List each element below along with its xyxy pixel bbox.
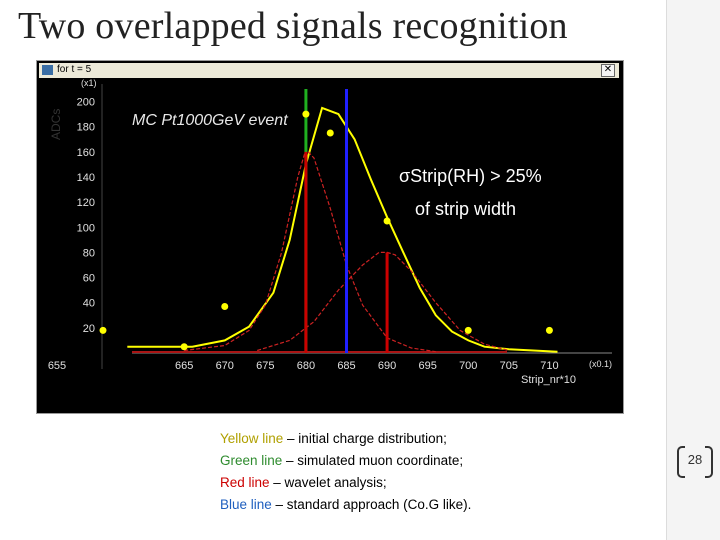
y-tick-label: 20 — [83, 323, 95, 335]
right-side-bar — [666, 0, 720, 540]
page-number-text: 28 — [687, 452, 703, 467]
data-marker — [302, 110, 310, 118]
y-tick-label: 60 — [83, 273, 95, 285]
data-marker — [180, 343, 188, 351]
legend-item-red: Red line – wavelet analysis; — [220, 472, 471, 494]
data-marker — [221, 302, 229, 310]
data-marker — [326, 129, 334, 137]
legend-label-red: Red line — [220, 475, 270, 490]
series-red-dashed-curve — [184, 148, 436, 353]
y-multiplier-label: (x1) — [81, 79, 97, 88]
y-tick-label: 100 — [77, 222, 95, 234]
x-tick-label: 710 — [540, 360, 558, 372]
x-tick-label: 670 — [216, 360, 234, 372]
x-multiplier-label: (x0.1) — [589, 359, 612, 369]
legend-item-green: Green line – simulated muon coordinate; — [220, 450, 471, 472]
window-app-icon — [42, 65, 53, 75]
x-tick-label: 690 — [378, 360, 396, 372]
close-button[interactable]: ✕ — [601, 64, 615, 77]
x-tick-label: 705 — [500, 360, 518, 372]
data-marker — [99, 326, 107, 334]
slide-title: Two overlapped signals recognition — [18, 5, 568, 47]
legend-desc-red: – wavelet analysis; — [269, 475, 387, 490]
annotation-sigma: σStrip(RH) > 25% — [399, 166, 542, 186]
x-tick-label: 665 — [175, 360, 193, 372]
x-tick-label: 675 — [256, 360, 274, 372]
legend-desc-yellow: – initial charge distribution; — [283, 431, 447, 446]
series-red-dashed-curve — [257, 251, 509, 352]
page-bracket-right — [705, 446, 713, 478]
legend-item-blue: Blue line – standard approach (Co.G like… — [220, 494, 471, 516]
x-tick-label: 680 — [297, 360, 315, 372]
chart-plot: 20 40 60 80 100 120 140 160 180 200 (x1) 655 665 670 6… — [48, 79, 612, 386]
x-tick-label: 695 — [418, 360, 436, 372]
legend-desc-green: – simulated muon coordinate; — [282, 453, 464, 468]
data-marker — [464, 326, 472, 334]
window-title: for t = 5 — [57, 64, 92, 75]
y-tick-label: 140 — [77, 172, 95, 184]
y-tick-label: 160 — [77, 147, 95, 159]
y-tick-label: 200 — [77, 97, 95, 109]
data-marker — [383, 217, 391, 225]
x-tick-label: 700 — [459, 360, 477, 372]
y-axis-label: ADCs — [49, 108, 63, 140]
annotation-strip-width: of strip width — [415, 199, 516, 219]
y-tick-label: 120 — [77, 197, 95, 209]
y-tick-label: 80 — [83, 247, 95, 259]
legend-desc-blue: – standard approach (Co.G like). — [271, 497, 472, 512]
y-tick-label: 180 — [77, 122, 95, 134]
legend: Yellow line – initial charge distributio… — [220, 428, 471, 516]
x-tick-label: 685 — [337, 360, 355, 372]
chart-title: MC Pt1000GeV event — [132, 112, 288, 129]
legend-item-yellow: Yellow line – initial charge distributio… — [220, 428, 471, 450]
y-tick-label: 40 — [83, 298, 95, 310]
legend-label-blue: Blue line — [220, 497, 272, 512]
legend-label-green: Green line — [220, 453, 283, 468]
series-yellow-curve — [127, 106, 558, 353]
page-bracket-left — [677, 446, 685, 478]
plot-window: for t = 5 ✕ 20 40 60 80 100 120 140 160 180 200 (x… — [36, 60, 624, 414]
x-tick-label: 655 — [48, 360, 66, 372]
legend-label-yellow: Yellow line — [220, 431, 284, 446]
data-marker — [545, 326, 553, 334]
page-number: 28 — [677, 446, 713, 478]
window-titlebar: for t = 5 ✕ — [39, 63, 619, 78]
x-axis-label: Strip_nr*10 — [521, 374, 576, 386]
